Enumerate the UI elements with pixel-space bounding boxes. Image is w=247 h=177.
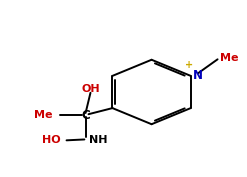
Text: C: C xyxy=(81,109,90,122)
Text: HO: HO xyxy=(41,135,60,145)
Text: OH: OH xyxy=(81,84,100,94)
Text: Me: Me xyxy=(220,53,239,63)
Text: NH: NH xyxy=(89,135,108,145)
Text: +: + xyxy=(185,60,194,70)
Text: N: N xyxy=(193,69,203,82)
Text: Me: Me xyxy=(34,110,53,120)
